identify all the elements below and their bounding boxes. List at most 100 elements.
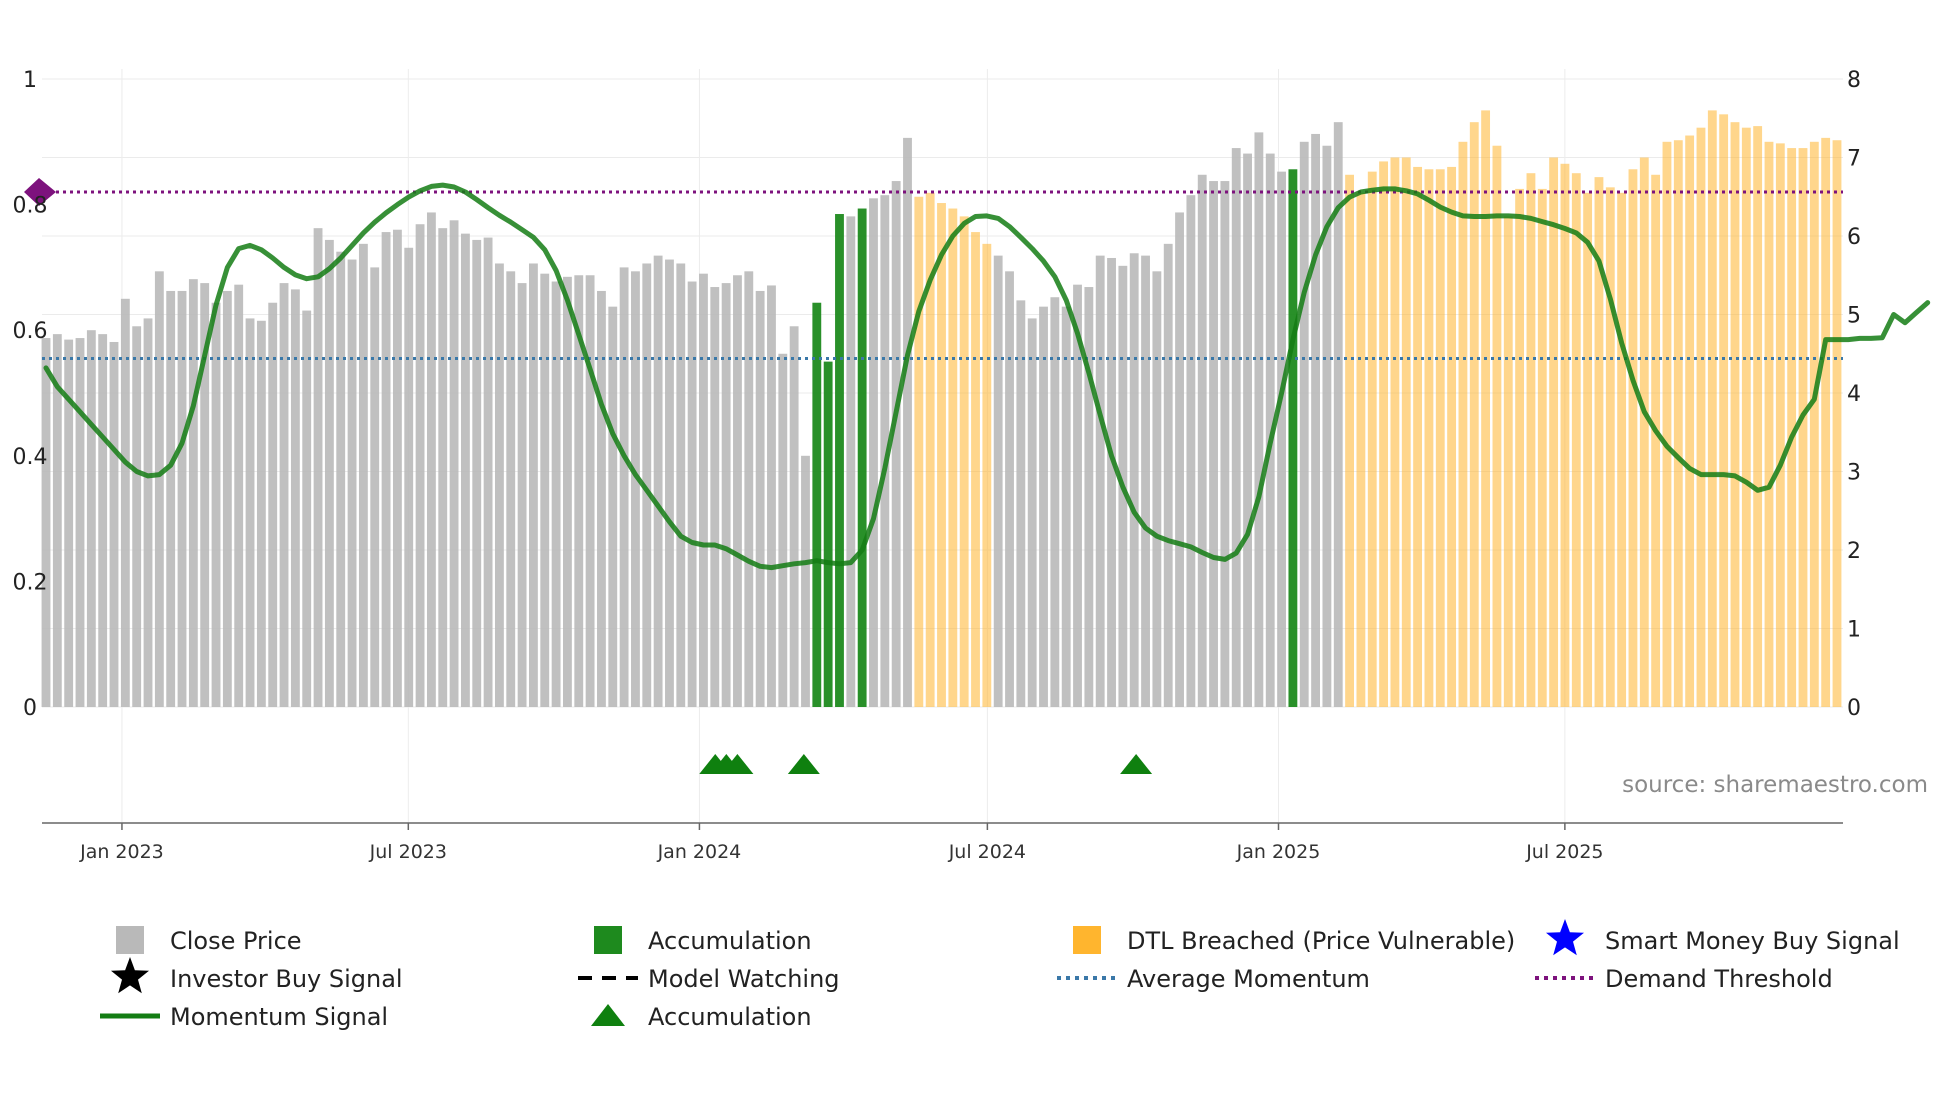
dtl-breached-bar — [925, 192, 935, 707]
legend-label: Accumulation — [648, 927, 812, 955]
dtl-breached-bar — [1651, 174, 1661, 707]
close-price-bar — [64, 339, 74, 707]
close-price-bar — [279, 283, 289, 707]
dtl-breached-bar — [1719, 114, 1729, 707]
close-price-bar — [381, 232, 391, 707]
x-axis-tick-label: Jul 2025 — [1525, 841, 1603, 863]
close-price-bar — [1175, 212, 1184, 707]
close-price-bar — [676, 263, 686, 707]
dtl-breached-bar — [1345, 174, 1354, 707]
source-label[interactable]: source: sharemaestro.com — [1622, 772, 1928, 798]
dtl-breached-bar — [1775, 143, 1785, 707]
close-price-bar — [426, 212, 436, 707]
legend-label: Close Price — [170, 927, 302, 955]
dtl-breached-bar — [1356, 192, 1366, 707]
dtl-breached-bar — [1435, 169, 1445, 707]
momentum-signal-line — [43, 182, 1931, 571]
close-price-bar — [188, 279, 198, 707]
close-price-bar — [1186, 195, 1196, 707]
dtl-breached-bar — [1481, 110, 1491, 707]
dtl-breached-bar — [1730, 122, 1740, 708]
dtl-breached-bar — [1458, 141, 1468, 708]
legend-item: DTL Breached (Price Vulnerable) — [1073, 926, 1515, 955]
close-price-bar — [438, 228, 448, 707]
close-price-bar — [631, 271, 640, 707]
close-price-bar — [75, 338, 85, 707]
close-price-bar — [41, 338, 51, 707]
dtl-breached-bar — [1447, 166, 1457, 708]
dtl-breached-bar — [1605, 187, 1615, 707]
close-price-bar — [993, 255, 1003, 707]
left-axis-tick: 0.2 — [13, 570, 48, 595]
close-price-bar — [1141, 255, 1150, 707]
close-price-bar — [1311, 133, 1320, 707]
close-price-bar — [1163, 243, 1173, 707]
dtl-breached-bar — [1594, 177, 1604, 707]
close-price-bar — [404, 247, 414, 707]
legend-label: Smart Money Buy Signal — [1605, 927, 1900, 955]
dtl-breached-bar — [1764, 141, 1774, 708]
close-price-bar — [1039, 306, 1048, 707]
legend-item: Close Price — [116, 926, 302, 955]
close-price-bar — [563, 276, 572, 707]
right-axis-tick: 1 — [1847, 618, 1861, 643]
close-price-bar — [1061, 306, 1071, 707]
dtl-breached-bar — [1560, 163, 1570, 707]
close-price-bar — [358, 243, 368, 707]
dtl-breached-bar — [937, 203, 946, 707]
close-price-bar — [415, 224, 425, 707]
close-price-bar — [166, 290, 176, 707]
close-price-bar — [687, 281, 697, 707]
dtl-breached-bar — [1639, 157, 1649, 707]
close-price-bar — [1027, 318, 1037, 707]
dtl-breached-bar — [1696, 127, 1706, 708]
close-price-bar — [211, 302, 221, 707]
close-price-bar — [665, 259, 674, 707]
close-price-bar — [903, 137, 912, 707]
close-price-bar — [755, 290, 765, 707]
dtl-breached-bar — [1390, 157, 1400, 707]
dtl-breached-bar — [1413, 166, 1423, 708]
close-price-bar — [1197, 174, 1207, 707]
accumulation-bar — [857, 208, 867, 707]
close-price-bar — [98, 334, 108, 707]
close-price-bar — [1095, 255, 1105, 707]
right-axis-tick: 6 — [1847, 225, 1861, 250]
dtl-breached-bar — [1537, 188, 1547, 707]
close-price-bar — [472, 239, 482, 708]
legend-swatch-close-price — [116, 926, 144, 954]
dtl-breached-bar — [1673, 140, 1683, 708]
legend-item: Demand Threshold — [1535, 965, 1833, 993]
close-price-bar — [846, 216, 856, 707]
dtl-breached-bar — [1367, 171, 1377, 707]
close-price-bar — [483, 237, 493, 707]
close-price-bar — [1084, 287, 1094, 707]
close-price-bar — [370, 267, 380, 707]
dtl-breached-bar — [1628, 169, 1638, 707]
close-price-bar — [1231, 148, 1241, 707]
x-axis-tick-label: Jul 2023 — [369, 841, 447, 863]
close-price-bar — [245, 318, 255, 707]
close-price-bar — [494, 263, 504, 707]
dtl-breached-bar — [959, 216, 969, 707]
legend-label: Accumulation — [648, 1003, 812, 1031]
close-price-bar — [1209, 181, 1218, 708]
close-price-bar — [619, 267, 629, 707]
close-price-bar — [1107, 257, 1116, 707]
close-price-bars — [41, 110, 1842, 708]
right-axis-tick: 7 — [1847, 147, 1861, 172]
close-price-bar — [1322, 145, 1332, 708]
x-axis-tick-label: Jan 2023 — [79, 841, 164, 863]
close-price-bar — [517, 283, 527, 707]
close-price-bar — [1243, 153, 1252, 707]
close-price-bar — [1333, 122, 1343, 708]
accumulation-triangle-icon — [591, 1004, 625, 1026]
close-price-bar — [52, 334, 62, 707]
legend-label: Demand Threshold — [1605, 965, 1833, 993]
close-price-bar — [86, 330, 96, 707]
close-price-bar — [778, 353, 788, 707]
close-price-bar — [154, 271, 164, 707]
legend-label: Momentum Signal — [170, 1003, 388, 1031]
dtl-breached-bar — [1379, 161, 1389, 708]
close-price-bar — [109, 341, 119, 707]
